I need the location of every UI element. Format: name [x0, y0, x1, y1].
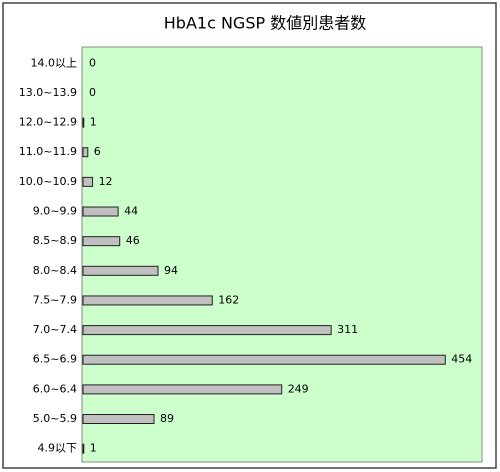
- value-label: 94: [164, 264, 178, 277]
- y-tick-label: 10.0~10.9: [19, 175, 77, 188]
- y-tick-label: 6.5~6.9: [33, 353, 77, 366]
- bar: [82, 147, 89, 158]
- y-tick-label: 7.5~7.9: [33, 293, 77, 306]
- value-label: 44: [124, 205, 138, 218]
- value-label: 0: [89, 56, 96, 69]
- value-label: 311: [337, 323, 358, 336]
- bar: [82, 414, 155, 425]
- y-tick-label: 8.0~8.4: [33, 264, 77, 277]
- y-tick-label: 5.0~5.9: [33, 412, 77, 425]
- value-label: 6: [94, 145, 101, 158]
- value-label: 0: [89, 86, 96, 99]
- value-label: 89: [160, 412, 174, 425]
- y-tick-label: 12.0~12.9: [19, 116, 77, 129]
- y-tick-label: 9.0~9.9: [33, 205, 77, 218]
- y-tick-label: 11.0~11.9: [19, 145, 77, 158]
- value-label: 162: [218, 293, 239, 306]
- chart-title: HbA1c NGSP 数値別患者数: [164, 14, 366, 33]
- bar: [82, 117, 85, 128]
- y-tick-label: 7.0~7.4: [33, 323, 77, 336]
- y-tick-label: 6.0~6.4: [33, 382, 77, 395]
- bar: [82, 176, 94, 187]
- bar: [82, 325, 332, 336]
- value-label: 1: [90, 116, 97, 129]
- y-tick-label: 8.5~8.9: [33, 234, 77, 247]
- value-label: 1: [90, 442, 97, 455]
- bar: [82, 295, 213, 306]
- y-tick-label: 13.0~13.9: [19, 86, 77, 99]
- bar: [82, 265, 159, 276]
- bar: [82, 206, 119, 217]
- bar: [82, 443, 85, 454]
- value-label: 12: [99, 175, 113, 188]
- y-tick-label: 4.9以下: [38, 442, 78, 455]
- value-label: 46: [126, 234, 140, 247]
- y-tick-label: 14.0以上: [31, 56, 78, 69]
- value-label: 249: [288, 382, 309, 395]
- plot-area: [81, 46, 483, 463]
- value-label: 454: [451, 353, 472, 366]
- bar: [82, 354, 446, 365]
- bar: [82, 384, 283, 395]
- bar: [82, 236, 121, 247]
